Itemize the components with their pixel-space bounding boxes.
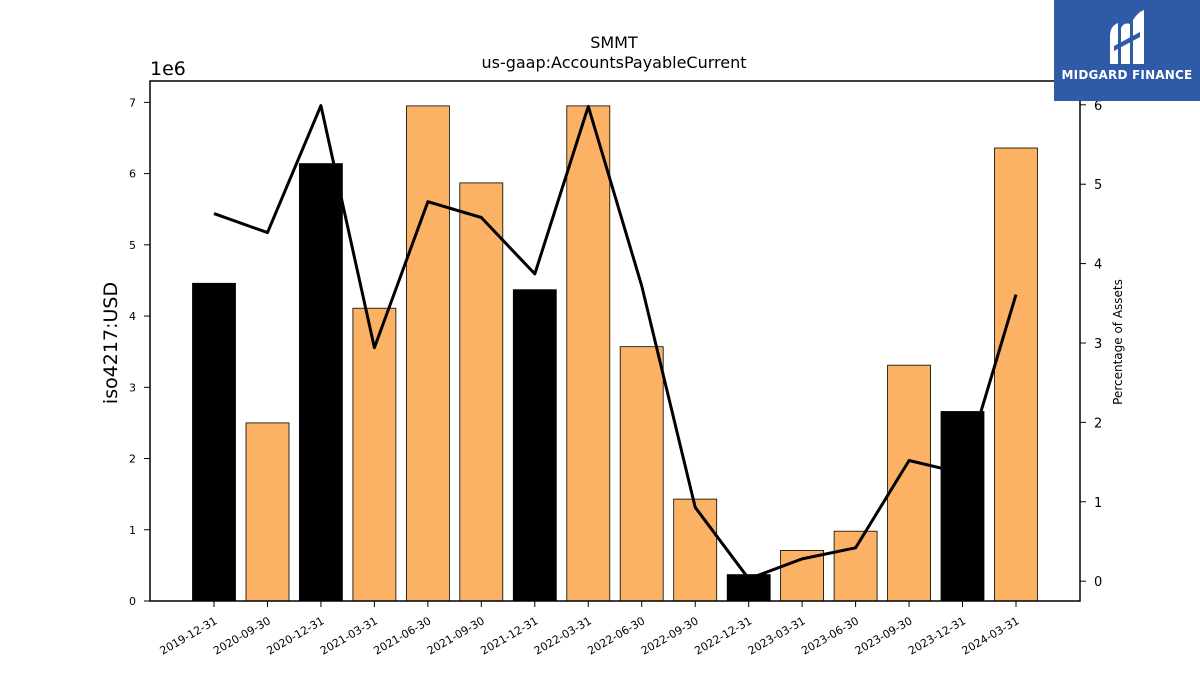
bar-2023-06-30 [833,530,878,602]
chart-subtitle: us-gaap:AccountsPayableCurrent [481,53,746,72]
line-series-group [213,104,1018,581]
y2-tick-label-4: 4 [1094,258,1102,273]
x-tick-label-2020-12-31: 2020-12-31 [265,614,327,657]
y2-tick-label-3: 3 [1094,337,1102,352]
bar-2019-12-31 [192,282,236,602]
bar-2022-06-30 [619,346,664,602]
y2-tick-label-2: 2 [1094,416,1102,431]
y2-tick-label-1: 1 [1094,496,1102,511]
y-tick-label-1: 1 [129,524,136,537]
bar-2023-12-31 [940,411,985,602]
bar-2024-03-31 [994,147,1038,602]
x-tick-label-2024-03-31: 2024-03-31 [960,614,1022,657]
bar-2020-09-30 [245,422,290,602]
bar-2021-12-31 [512,289,557,602]
line-series [213,104,1018,581]
plot-frame [149,80,1081,602]
x-tick-label-2021-06-30: 2021-06-30 [371,614,433,657]
y-axis-label: iso4217:USD [100,282,122,404]
x-tick-label-2020-09-30: 2020-09-30 [211,614,273,657]
bar-2021-06-30 [405,105,450,602]
x-tick-label-2021-12-31: 2021-12-31 [478,614,540,657]
bar-2022-03-31 [566,105,611,602]
y-tick-label-6: 6 [129,168,136,181]
x-tick-label-2022-06-30: 2022-06-30 [585,614,647,657]
y2-tick-label-6: 6 [1094,99,1102,114]
chart-title: SMMT [590,33,638,52]
x-tick-label-2019-12-31: 2019-12-31 [158,614,220,657]
x-tick-label-2022-12-31: 2022-12-31 [692,614,754,657]
x-tick-label-2023-06-30: 2023-06-30 [799,614,861,657]
x-tick-label-2023-03-31: 2023-03-31 [746,614,808,657]
x-tick-label-2021-03-31: 2021-03-31 [318,614,380,657]
bar-2021-03-31 [352,307,397,602]
logo-text: MIDGARD FINANCE [1061,68,1193,82]
midgard-logo-icon [1110,10,1144,64]
bar-2022-09-30 [673,498,718,602]
bars-group [192,105,1038,602]
x-tick-label-2023-12-31: 2023-12-31 [906,614,968,657]
y-tick-label-3: 3 [129,381,136,394]
y2-axis-label: Percentage of Assets [1111,279,1125,405]
x-tick-label-2022-09-30: 2022-09-30 [639,614,701,657]
x-tick-label-2022-03-31: 2022-03-31 [532,614,594,657]
x-tick-label-2023-09-30: 2023-09-30 [853,614,915,657]
bar-2020-12-31 [298,163,343,602]
y2-tick-label-5: 5 [1094,178,1102,193]
y2-tick-label-0: 0 [1094,575,1102,590]
y-tick-label-5: 5 [129,239,136,252]
y-tick-label-0: 0 [129,595,136,608]
x-tick-label-2021-09-30: 2021-09-30 [425,614,487,657]
bar-2021-09-30 [459,182,504,602]
y-tick-label-7: 7 [129,96,136,109]
y-tick-label-2: 2 [129,453,136,466]
brand-logo: MIDGARD FINANCE [1054,0,1200,101]
y-tick-label-4: 4 [129,310,136,323]
y-axis-offset-label: 1e6 [150,58,186,80]
